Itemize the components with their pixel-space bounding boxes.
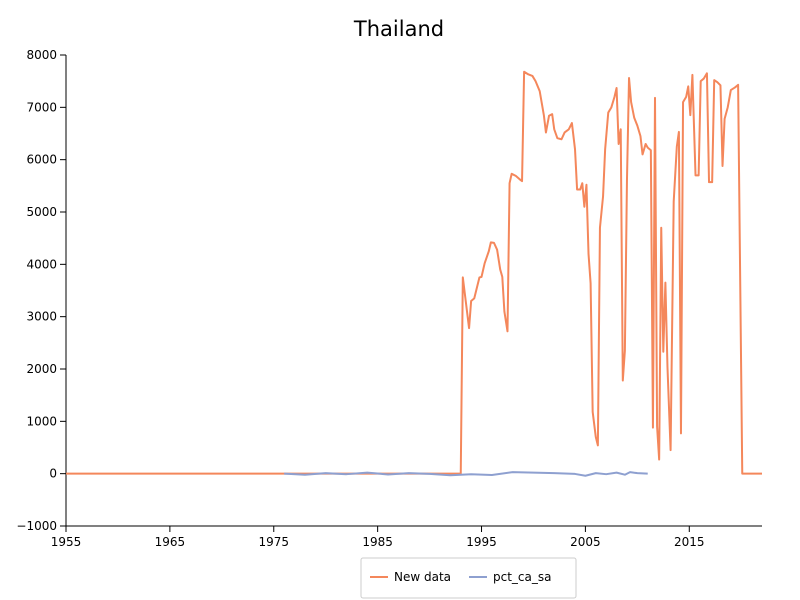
legend-label-0: New data [394, 570, 451, 584]
plot-series [66, 70, 762, 477]
y-tick-label: 2000 [26, 362, 57, 376]
x-tick-label: 1965 [155, 535, 186, 549]
y-tick-label: 6000 [26, 153, 57, 167]
series-line-0 [66, 70, 762, 475]
y-tick-label: −1000 [16, 519, 57, 533]
x-tick-label: 2005 [570, 535, 601, 549]
y-tick-label: 1000 [26, 414, 57, 428]
y-tick-label: 7000 [26, 100, 57, 114]
x-tick-label: 1955 [51, 535, 82, 549]
y-tick-label: 5000 [26, 205, 57, 219]
x-tick-label: 2015 [674, 535, 705, 549]
axes [65, 55, 762, 527]
y-tick-label: 8000 [26, 48, 57, 62]
x-tick-label: 1995 [466, 535, 497, 549]
y-tick-label: 4000 [26, 257, 57, 271]
y-axis-ticks: −1000 0 1000 2000 3000 4000 5000 6000 7000 8000 [16, 48, 66, 533]
legend-label-1: pct_ca_sa [493, 570, 551, 584]
chart-title: Thailand [353, 17, 444, 41]
y-tick-label: 0 [49, 467, 57, 481]
x-axis-ticks: 1955 1965 1975 1985 1995 2005 2015 [51, 526, 705, 549]
x-tick-label: 1975 [258, 535, 289, 549]
series-line-1 [284, 471, 648, 477]
x-tick-label: 1985 [362, 535, 393, 549]
legend: New data pct_ca_sa [360, 557, 577, 599]
y-tick-label: 3000 [26, 310, 57, 324]
legend-box [360, 557, 577, 599]
